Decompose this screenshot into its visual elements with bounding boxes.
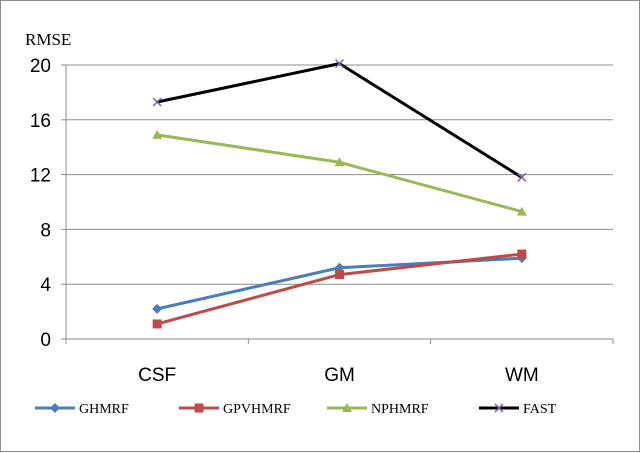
data-point-gpvhmrf	[152, 319, 162, 329]
y-tick-label: 12	[30, 166, 51, 187]
y-tick-labels: 0 4 8 12 16 20	[30, 56, 52, 351]
series-line-nphmrf	[156, 133, 523, 214]
x-tick-label-gm: GM	[324, 365, 355, 386]
marker-stroke	[517, 172, 527, 182]
data-point-nphmrf	[334, 157, 345, 167]
marker-stroke	[334, 59, 345, 69]
marker-stroke	[152, 97, 162, 107]
gridlines	[66, 64, 613, 285]
y-axis-label: RMSE	[25, 30, 71, 49]
series-nphmrf	[152, 129, 527, 216]
data-point-fast	[517, 172, 527, 182]
marker-stroke	[494, 403, 504, 413]
legend-label-fast: FAST	[523, 402, 557, 417]
legend-label-gpvhmrf: GPVHMRF	[223, 402, 291, 417]
data-point-gpvhmrf	[335, 270, 344, 280]
y-tick-label: 16	[30, 111, 51, 132]
data-point-fast	[152, 97, 162, 107]
series-fast	[152, 59, 527, 182]
legend-item-ghmrf: GHMRF	[35, 402, 129, 417]
legend-item-gpvhmrf: GPVHMRF	[179, 402, 291, 417]
axes	[61, 64, 614, 344]
legend-marker-ghmrf	[50, 403, 60, 413]
y-tick-label: 8	[40, 220, 51, 241]
legend-label-ghmrf: GHMRF	[79, 402, 129, 417]
y-tick-label: 0	[40, 330, 51, 351]
legend-item-fast: FAST	[479, 402, 557, 417]
legend-item-nphmrf: NPHMRF	[327, 402, 429, 417]
data-point-nphmrf	[516, 206, 527, 216]
data-point-gpvhmrf	[517, 249, 527, 259]
data-point-nphmrf	[152, 129, 163, 139]
legend: GHMRF GPVHMRF NPHMRF FAST	[35, 402, 557, 417]
legend-label-nphmrf: NPHMRF	[371, 402, 429, 417]
x-tick-label-wm: WM	[505, 365, 539, 386]
legend-marker-nphmrf	[342, 403, 352, 412]
legend-marker-gpvhmrf	[194, 403, 204, 413]
series-group	[152, 59, 527, 329]
y-tick-label: 20	[30, 56, 51, 77]
data-point-fast	[334, 59, 345, 69]
legend-marker-fast	[494, 403, 504, 413]
x-tick-labels: CSF GM WM	[138, 365, 539, 386]
x-tick-label-csf: CSF	[138, 365, 176, 386]
data-point-ghmrf	[152, 303, 163, 314]
y-tick-label: 4	[40, 275, 51, 296]
series-gpvhmrf	[152, 249, 527, 329]
series-ghmrf	[152, 253, 527, 314]
